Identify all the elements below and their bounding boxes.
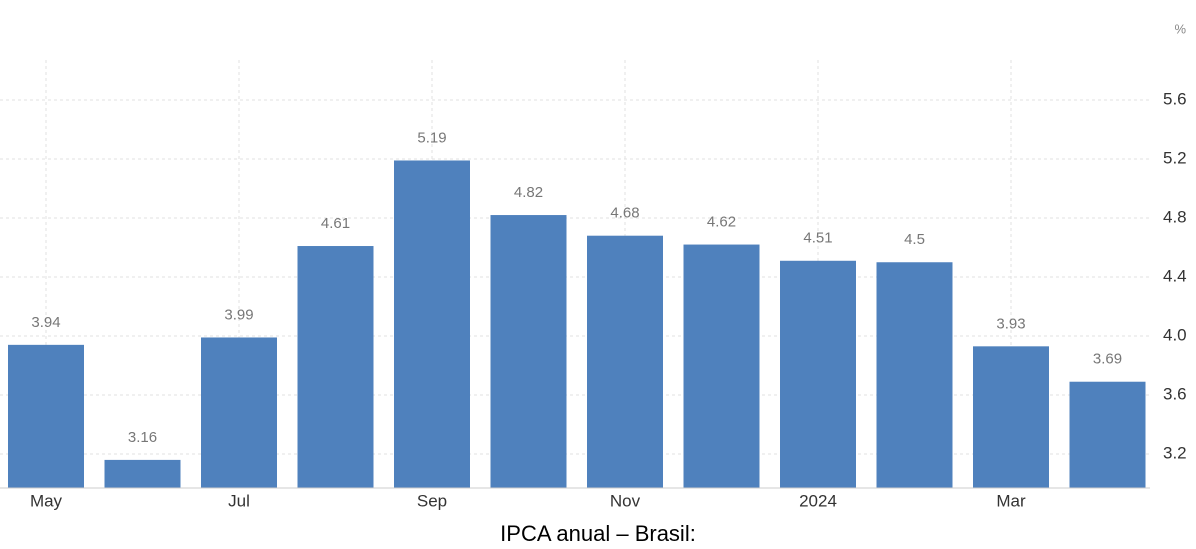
- value-label: 3.94: [31, 314, 60, 331]
- caption: IPCA anual – Brasil:: [500, 521, 696, 546]
- value-label: 4.68: [610, 205, 639, 222]
- x-tick-label: Sep: [417, 491, 447, 510]
- bar: [876, 262, 953, 488]
- x-tick-label: May: [30, 491, 63, 510]
- x-tick-label: Nov: [610, 491, 641, 510]
- bar: [394, 160, 470, 488]
- y-tick-label: 3.2: [1163, 443, 1187, 462]
- value-label: 4.61: [321, 215, 350, 232]
- y-tick-label: 5.6: [1163, 89, 1187, 108]
- value-label: 3.99: [224, 306, 253, 323]
- bar: [8, 344, 84, 488]
- unit-label: %: [1174, 21, 1186, 36]
- x-tick-label: 2024: [799, 491, 837, 510]
- bar: [104, 459, 181, 488]
- x-tick-label: Jul: [228, 491, 250, 510]
- bar: [297, 246, 374, 488]
- bar: [587, 235, 663, 488]
- y-tick-label: 5.2: [1163, 148, 1187, 167]
- value-label: 5.19: [417, 129, 446, 146]
- bar: [1069, 381, 1146, 488]
- value-label: 3.69: [1093, 351, 1122, 368]
- value-label: 3.93: [996, 315, 1025, 332]
- bar: [973, 346, 1049, 488]
- y-tick-label: 4.0: [1163, 325, 1187, 344]
- bar: [780, 260, 856, 488]
- value-label: 4.82: [514, 184, 543, 201]
- value-label: 4.51: [803, 230, 832, 247]
- value-label: 3.16: [128, 429, 157, 446]
- value-label: 4.62: [707, 214, 736, 231]
- y-tick-label: 4.8: [1163, 207, 1187, 226]
- y-tick-label: 3.6: [1163, 384, 1187, 403]
- bar: [490, 215, 567, 488]
- y-tick-label: 4.4: [1163, 266, 1187, 285]
- bar: [201, 337, 277, 488]
- bar: [683, 244, 760, 488]
- x-tick-label: Mar: [996, 491, 1026, 510]
- value-label: 4.5: [904, 231, 925, 248]
